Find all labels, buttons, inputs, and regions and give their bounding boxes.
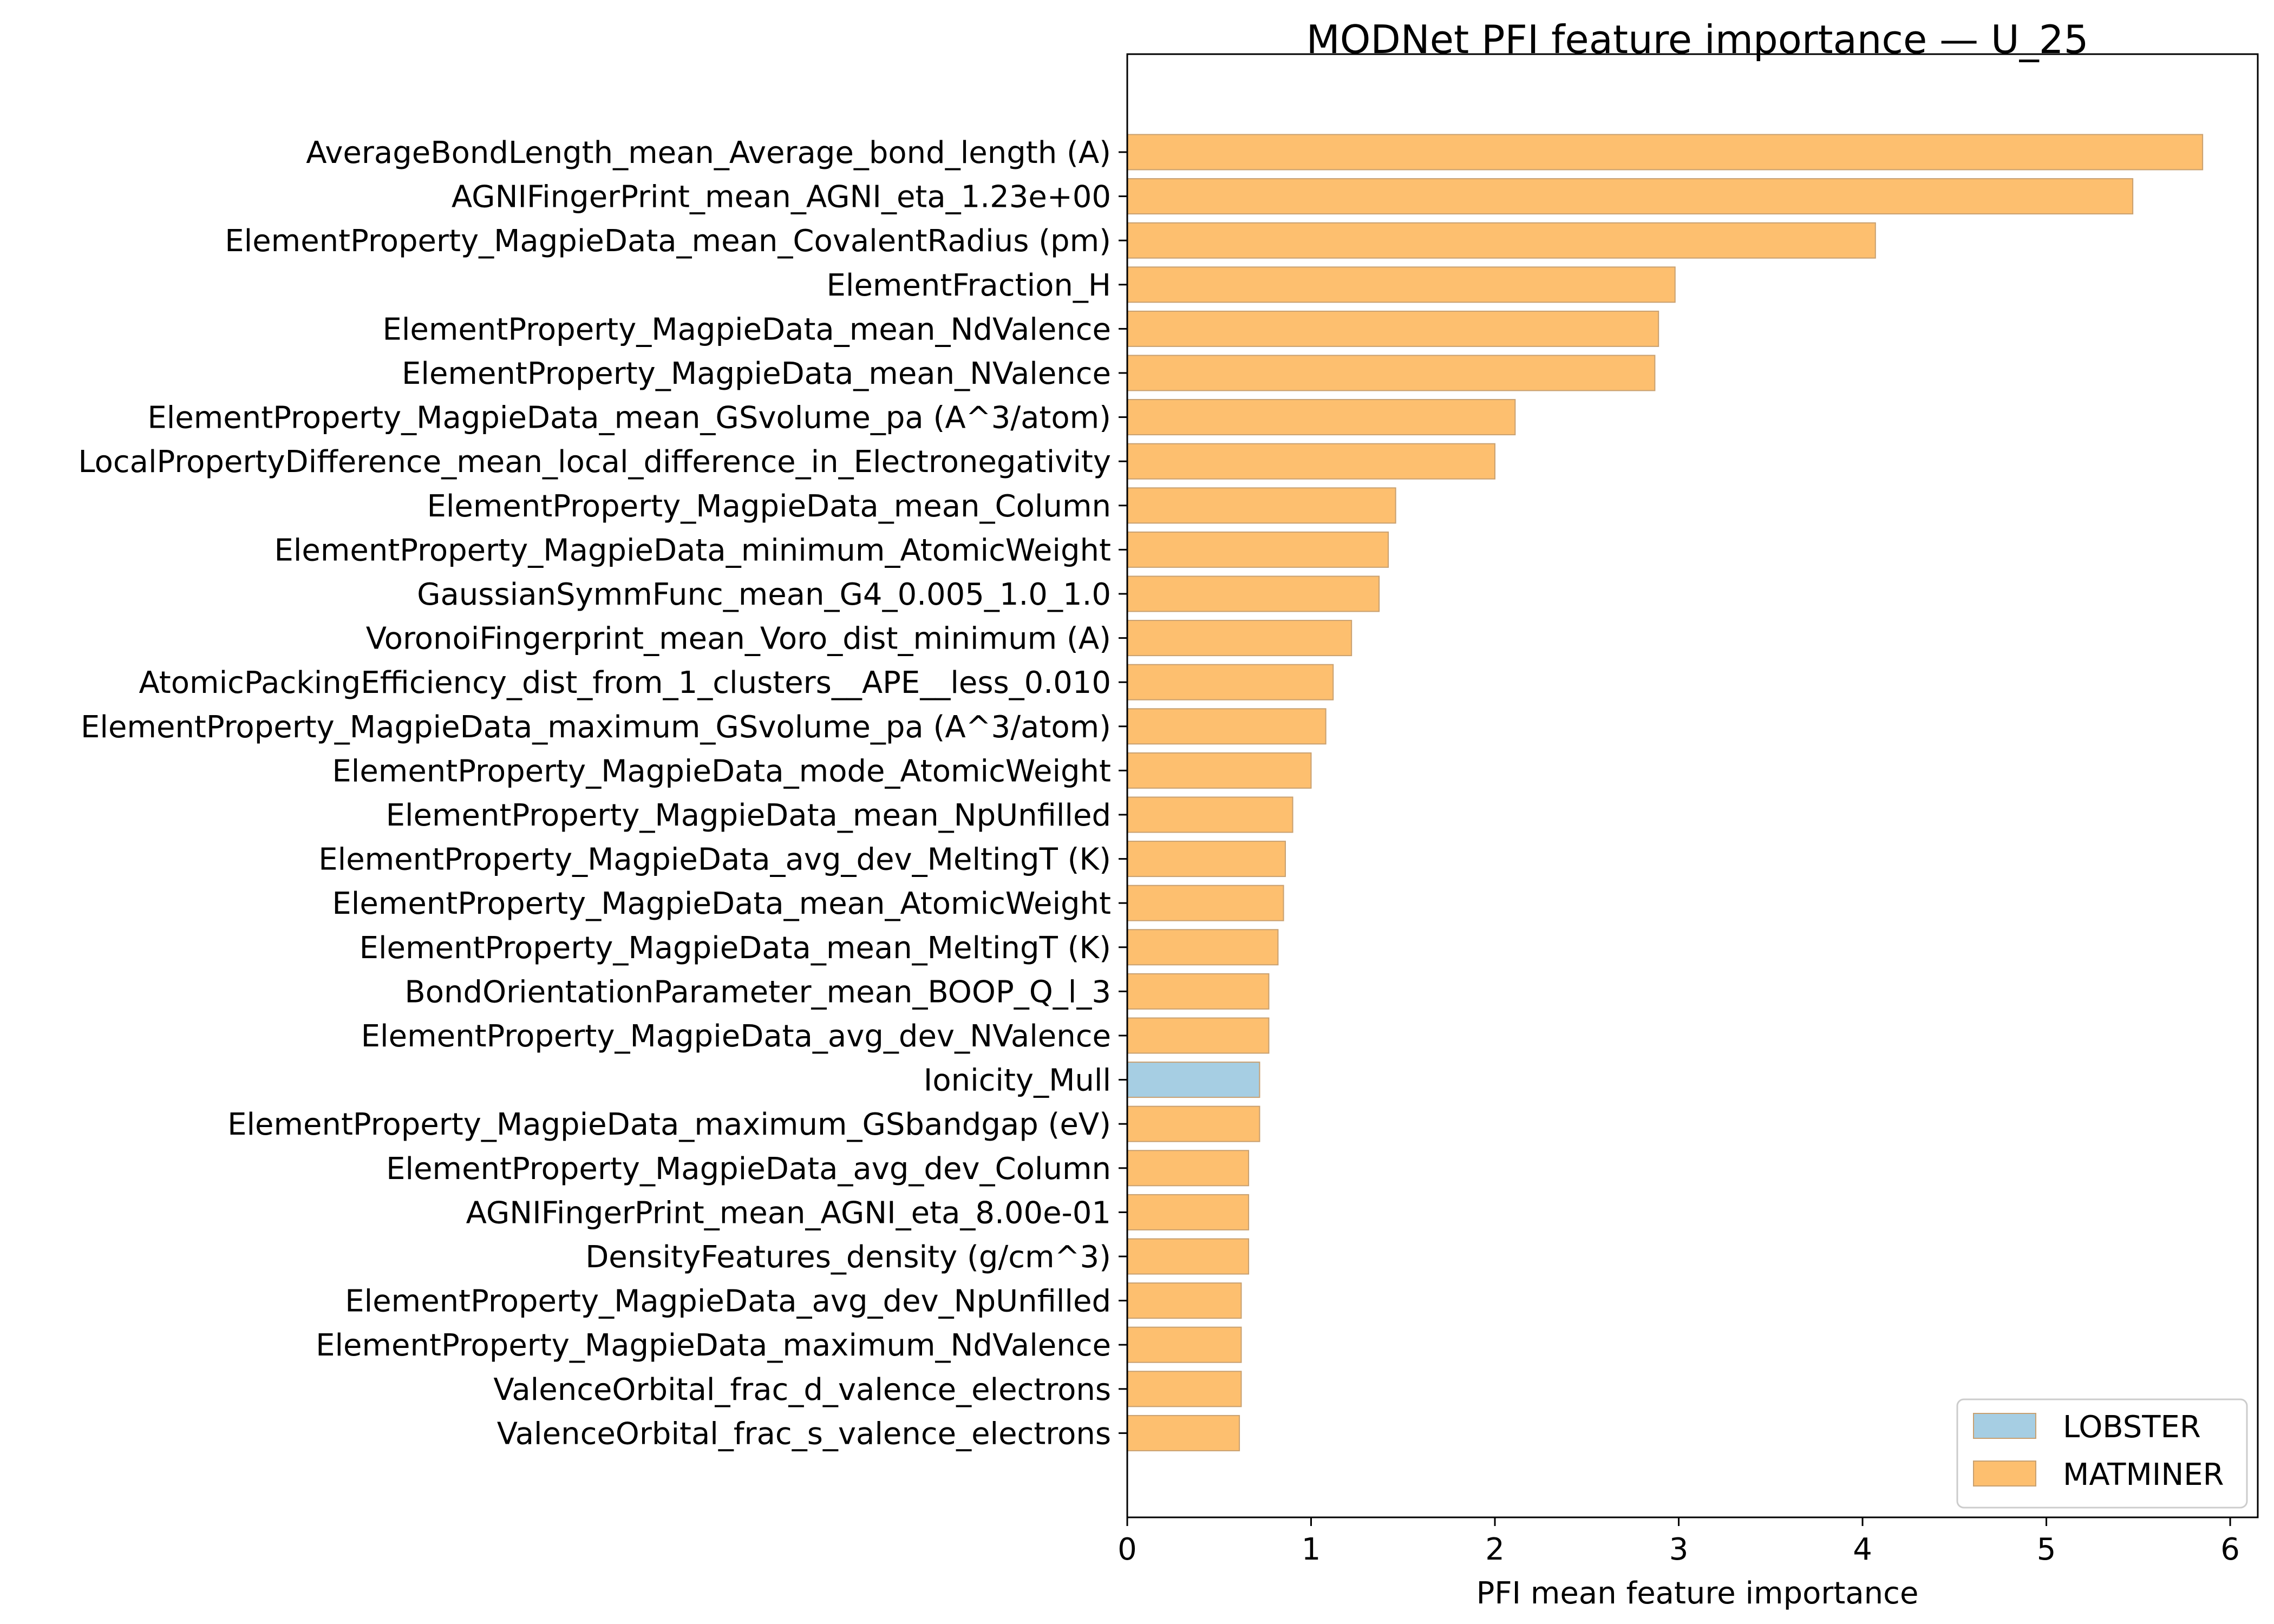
bar-16 <box>1127 796 1293 833</box>
legend-label-matminer: MATMINER <box>2063 1457 2224 1492</box>
y-tick-label: AGNIFingerPrint_mean_AGNI_eta_8.00e-01 <box>466 1195 1111 1230</box>
y-tick-label: ElementProperty_MagpieData_mean_Covalent… <box>225 224 1111 259</box>
y-tick-label: ElementProperty_MagpieData_minimum_Atomi… <box>274 533 1111 568</box>
y-tick-label: ElementProperty_MagpieData_maximum_GSban… <box>227 1107 1111 1142</box>
y-tick-label: ElementProperty_MagpieData_avg_dev_Colum… <box>386 1151 1111 1187</box>
y-tick-label: ElementProperty_MagpieData_avg_dev_Melti… <box>318 842 1111 878</box>
y-tick-label: ElementProperty_MagpieData_maximum_GSvol… <box>81 710 1111 745</box>
bar-5 <box>1127 310 1659 347</box>
bar-15 <box>1127 752 1312 789</box>
y-tick-label: ElementProperty_MagpieData_mode_AtomicWe… <box>332 754 1111 789</box>
y-tick-label: DensityFeatures_density (g/cm^3) <box>585 1240 1111 1275</box>
plot-frame <box>1126 53 2259 1518</box>
bar-2 <box>1127 178 2134 215</box>
y-tick-label: LocalPropertyDifference_mean_local_diffe… <box>78 444 1111 480</box>
bar-21 <box>1127 1017 1270 1054</box>
bar-22 <box>1127 1062 1260 1098</box>
legend-label-lobster: LOBSTER <box>2063 1410 2201 1445</box>
y-tick-label: ElementProperty_MagpieData_mean_AtomicWe… <box>332 886 1111 921</box>
y-tick-label: ElementProperty_MagpieData_avg_dev_NVale… <box>361 1019 1111 1054</box>
bar-12 <box>1127 620 1352 657</box>
bar-28 <box>1127 1326 1242 1363</box>
y-tick-label: ElementFraction_H <box>827 268 1112 303</box>
bar-20 <box>1127 973 1270 1010</box>
bar-25 <box>1127 1194 1250 1230</box>
y-tick-label: ValenceOrbital_frac_d_valence_electrons <box>493 1372 1111 1407</box>
bar-8 <box>1127 443 1496 480</box>
x-tick-label: 3 <box>1669 1532 1689 1567</box>
x-tick-label: 6 <box>2220 1532 2240 1567</box>
y-tick-label: ElementProperty_MagpieData_mean_MeltingT… <box>360 931 1111 966</box>
x-tick-label: 5 <box>2037 1532 2056 1567</box>
bar-13 <box>1127 664 1334 700</box>
x-tick-label: 1 <box>1302 1532 1321 1567</box>
chart-title: MODNet PFI feature importance — U_25 <box>1306 17 2089 62</box>
y-tick-label: AverageBondLength_mean_Average_bond_leng… <box>306 135 1111 171</box>
y-tick-label: ElementProperty_MagpieData_mean_NpUnfill… <box>386 798 1111 833</box>
axes <box>1119 53 2259 1518</box>
x-tick-label: 4 <box>1853 1532 1872 1567</box>
bar-14 <box>1127 708 1327 745</box>
y-tick-label: ElementProperty_MagpieData_mean_NdValenc… <box>382 312 1111 347</box>
y-tick-label: ElementProperty_MagpieData_mean_GSvolume… <box>147 401 1111 436</box>
legend-swatch-lobster <box>1973 1413 2036 1439</box>
y-tick-label: BondOrientationParameter_mean_BOOP_Q_l_3 <box>404 974 1111 1010</box>
bar-27 <box>1127 1282 1242 1319</box>
y-tick-label: VoronoiFingerprint_mean_Voro_dist_minimu… <box>366 621 1111 657</box>
y-tick-label: ElementProperty_MagpieData_maximum_NdVal… <box>316 1328 1111 1363</box>
bar-6 <box>1127 355 1656 391</box>
bar-7 <box>1127 399 1516 436</box>
y-tick-label: ElementProperty_MagpieData_mean_NValence <box>402 356 1111 391</box>
bar-26 <box>1127 1238 1250 1275</box>
bar-17 <box>1127 841 1286 878</box>
y-tick-label: AtomicPackingEfficiency_dist_from_1_clus… <box>139 665 1111 700</box>
bar-4 <box>1127 266 1676 303</box>
x-tick-label: 2 <box>1485 1532 1505 1567</box>
bar-10 <box>1127 531 1389 568</box>
y-tick-label: ElementProperty_MagpieData_avg_dev_NpUnf… <box>345 1284 1111 1319</box>
y-tick-label: Ionicity_Mull <box>924 1063 1111 1098</box>
bar-3 <box>1127 222 1876 259</box>
y-tick-label: ValenceOrbital_frac_s_valence_electrons <box>497 1416 1111 1451</box>
bar-19 <box>1127 929 1279 966</box>
bar-24 <box>1127 1150 1250 1187</box>
y-tick-label: GaussianSymmFunc_mean_G4_0.005_1.0_1.0 <box>417 577 1111 612</box>
y-tick-label: AGNIFingerPrint_mean_AGNI_eta_1.23e+00 <box>452 180 1111 215</box>
x-ticks: 0 1 2 3 4 5 6 <box>1118 1517 2240 1567</box>
legend-swatch-matminer <box>1973 1461 2036 1487</box>
legend: LOBSTER MATMINER <box>1956 1398 2248 1509</box>
bar-18 <box>1127 885 1284 921</box>
bar-23 <box>1127 1105 1260 1142</box>
bars-layer <box>1127 134 2204 1451</box>
y-tick-label: ElementProperty_MagpieData_mean_Column <box>427 489 1111 524</box>
y-tick-labels: AverageBondLength_mean_Average_bond_leng… <box>78 135 1111 1451</box>
x-tick-label: 0 <box>1118 1532 1137 1567</box>
bar-9 <box>1127 487 1396 524</box>
x-axis-label: PFI mean feature importance <box>1476 1576 1919 1611</box>
bar-11 <box>1127 575 1380 612</box>
bar-1 <box>1127 134 2204 171</box>
bar-29 <box>1127 1371 1242 1407</box>
bar-30 <box>1127 1415 1240 1451</box>
